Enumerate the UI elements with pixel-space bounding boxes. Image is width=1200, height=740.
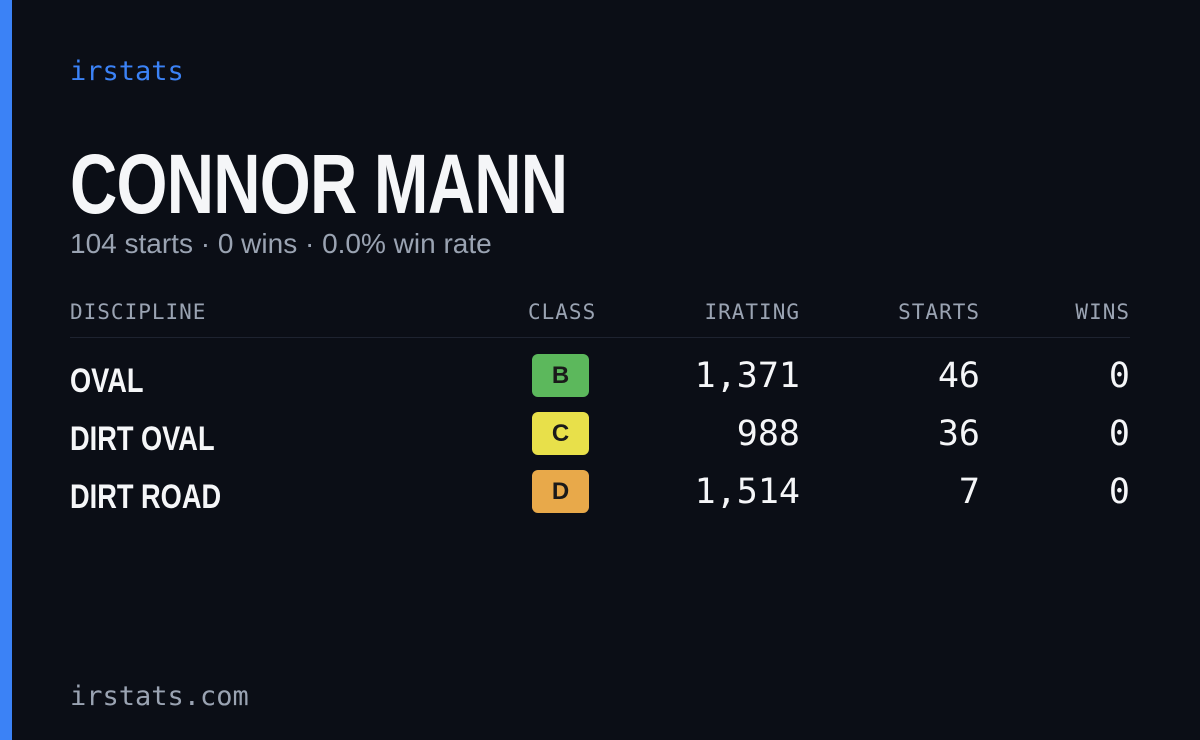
driver-summary: 104 starts · 0 wins · 0.0% win rate xyxy=(70,228,492,259)
column-header: DISCIPLINE xyxy=(70,300,207,324)
accent-stripe xyxy=(0,0,12,740)
column-header: IRATING xyxy=(704,300,800,324)
irating: 1,371 xyxy=(694,356,800,396)
brand: irstats xyxy=(70,56,184,87)
class-badge: C xyxy=(532,412,589,455)
wins: 0 xyxy=(1108,356,1130,396)
starts: 7 xyxy=(958,472,980,512)
driver-name: CONNOR MANN xyxy=(70,137,568,231)
wins: 0 xyxy=(1108,472,1130,512)
column-header: WINS xyxy=(1075,300,1130,324)
column-header: CLASS xyxy=(528,300,597,324)
irating: 988 xyxy=(736,414,800,454)
header-rule xyxy=(70,337,1130,338)
discipline: OVAL xyxy=(70,362,144,400)
footer: irstats.com xyxy=(70,681,249,712)
discipline: DIRT OVAL xyxy=(70,420,215,458)
starts: 46 xyxy=(937,356,980,396)
class-badge: D xyxy=(532,470,589,513)
wins: 0 xyxy=(1108,414,1130,454)
class-badge: B xyxy=(532,354,589,397)
column-header: STARTS xyxy=(898,300,980,324)
discipline: DIRT ROAD xyxy=(70,478,222,516)
starts: 36 xyxy=(937,414,980,454)
irating: 1,514 xyxy=(694,472,800,512)
